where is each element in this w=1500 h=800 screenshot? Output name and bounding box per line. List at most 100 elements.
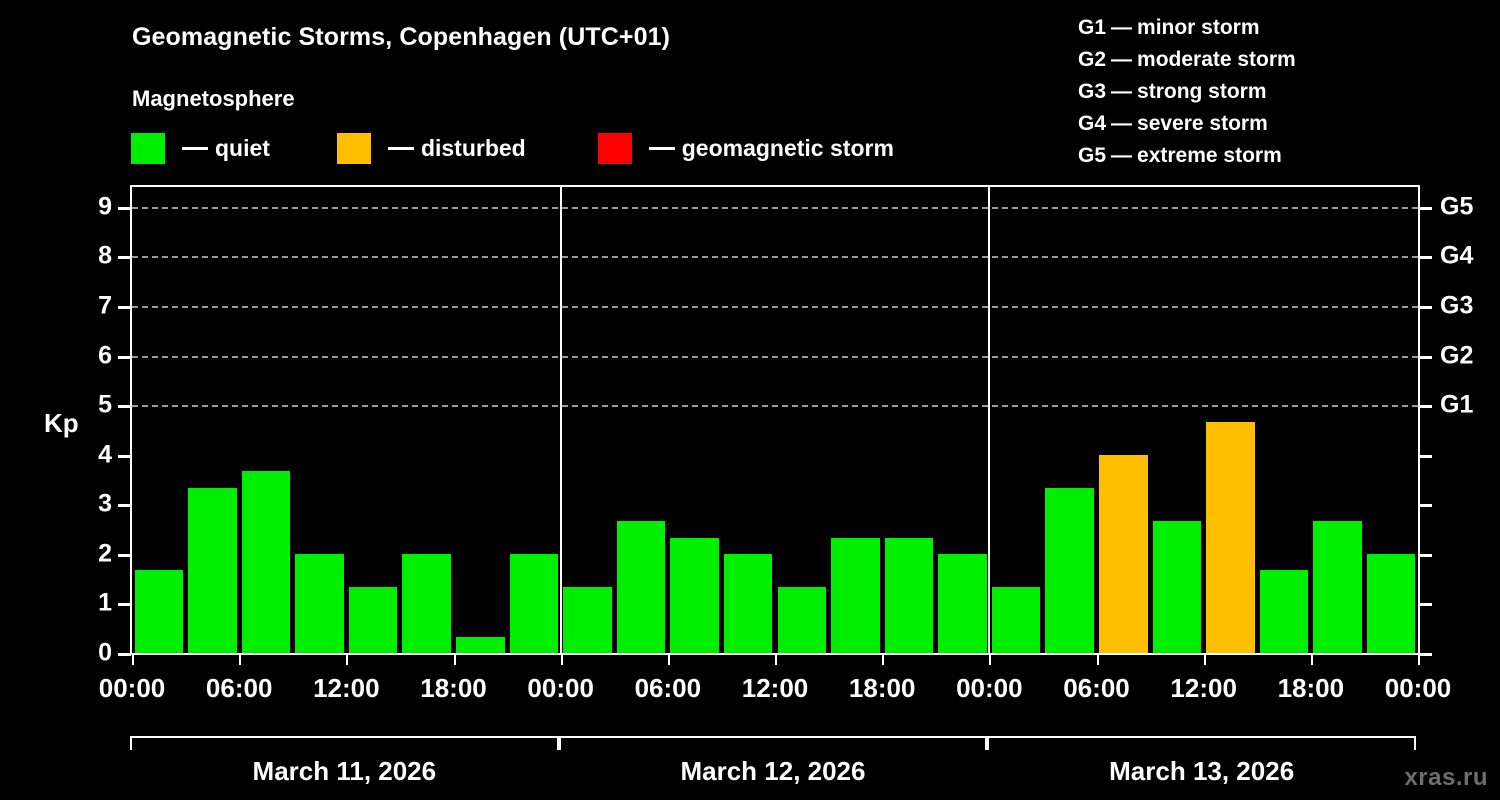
y-tick-right — [1419, 256, 1432, 260]
g-legend-code: G3 — [1078, 80, 1107, 103]
date-bracket — [130, 736, 559, 750]
g-scale-legend: G1— minor storm G2— moderate storm G3— strong… — [1078, 12, 1296, 172]
y-tick-right — [1419, 553, 1432, 557]
x-tick-label: 18:00 — [420, 673, 487, 703]
quiet-swatch — [131, 133, 165, 164]
x-tick — [775, 653, 777, 665]
x-tick — [1096, 653, 1099, 665]
bar — [991, 587, 1041, 653]
legend-label-quiet: quiet — [215, 135, 270, 161]
gridline-kp-6 — [132, 355, 1418, 358]
x-tick-label: 00:00 — [98, 673, 166, 703]
x-tick — [989, 653, 992, 665]
bar — [831, 537, 880, 653]
date-bracket — [558, 736, 988, 750]
watermark: xras.ru — [1404, 764, 1488, 791]
y-tick — [118, 603, 131, 607]
y-tick — [118, 355, 131, 359]
bar — [1259, 570, 1309, 653]
y-tick — [118, 504, 131, 508]
g-scale-label: G5 — [1440, 192, 1474, 221]
gridline-kp-5 — [132, 405, 1418, 408]
bar — [1206, 421, 1255, 653]
x-tick-label: 00:00 — [527, 673, 594, 703]
g-legend-description: extreme storm — [1137, 144, 1282, 167]
x-tick — [667, 653, 670, 665]
y-tick-right — [1419, 603, 1432, 607]
g-legend-code: G1 — [1078, 16, 1107, 39]
g-scale-label: G4 — [1440, 241, 1474, 270]
x-tick-label: 06:00 — [634, 673, 702, 703]
storm-swatch — [597, 133, 632, 164]
g-legend-row-g3: G3— strong storm — [1078, 76, 1296, 108]
bar — [134, 570, 184, 653]
y-tick-right — [1419, 454, 1432, 458]
bar — [670, 537, 719, 653]
y-tick-label: 2 — [98, 539, 112, 568]
y-tick — [118, 653, 131, 656]
y-tick-label: 4 — [98, 440, 112, 469]
g-legend-separator: — — [1111, 16, 1133, 39]
y-tick-label: 6 — [98, 341, 112, 370]
g-scale-label: G2 — [1440, 341, 1474, 370]
x-tick-label: 06:00 — [205, 673, 273, 703]
bar — [402, 553, 451, 653]
y-tick-label: 8 — [98, 241, 112, 270]
plot-area: 0 1 2 3 4 5 6 7 8 9 G1 G2 G3 G4 G5 00:00 06:00 12:00 18:00… — [98, 185, 1473, 703]
gridline-kp-7 — [132, 305, 1418, 308]
day-separator — [559, 187, 562, 653]
y-tick-label: 5 — [98, 390, 112, 419]
legend-dash-icon — [182, 147, 208, 150]
x-tick-label: 12:00 — [741, 673, 809, 703]
date-label: March 13, 2026 — [1109, 756, 1295, 786]
g-legend-separator: — — [1111, 48, 1133, 71]
bar — [938, 553, 987, 653]
bar — [1152, 520, 1202, 653]
bar — [456, 636, 505, 653]
x-tick-label: 06:00 — [1063, 673, 1130, 703]
bar — [884, 537, 934, 653]
y-tick-right — [1419, 206, 1432, 210]
activity-legend: quiet disturbed geomagnetic storm — [131, 133, 894, 164]
chart-subtitle: Magnetosphere — [132, 86, 295, 111]
y-tick-right — [1419, 355, 1432, 359]
x-tick — [882, 653, 885, 665]
g-legend-description: severe storm — [1137, 112, 1268, 135]
legend-label-storm: geomagnetic storm — [681, 135, 894, 161]
x-tick — [132, 653, 134, 665]
g-legend-row-g4: G4— severe storm — [1078, 108, 1296, 140]
g-legend-row-g5: G5— extreme storm — [1078, 140, 1296, 172]
x-tick — [1310, 653, 1313, 665]
day-separator — [988, 187, 991, 653]
x-tick-label: 18:00 — [848, 673, 916, 703]
x-tick — [1418, 653, 1420, 665]
x-tick — [1203, 653, 1206, 665]
bar — [295, 553, 344, 653]
y-tick-label: 7 — [98, 291, 112, 320]
legend-dash-icon — [387, 147, 414, 150]
bar — [509, 553, 559, 653]
x-tick-label: 12:00 — [1170, 673, 1237, 703]
y-tick-label: 0 — [98, 638, 112, 667]
bar — [723, 553, 773, 653]
date-bracket — [987, 736, 1416, 750]
date-label: March 11, 2026 — [252, 756, 437, 786]
legend-label-disturbed: disturbed — [420, 135, 526, 161]
date-label: March 12, 2026 — [680, 756, 866, 786]
g-legend-description: moderate storm — [1137, 48, 1296, 71]
bar — [188, 487, 237, 653]
y-tick-right — [1419, 305, 1432, 309]
x-tick-label: 00:00 — [1384, 673, 1452, 703]
bar — [563, 587, 612, 653]
plot-inner: 0 1 2 3 4 5 6 7 8 9 G1 G2 G3 G4 G5 00:00 06:00 12:00 18:00… — [98, 187, 1473, 703]
y-tick — [118, 405, 131, 409]
legend-entry-storm: geomagnetic storm — [597, 133, 894, 164]
g-scale-label: G3 — [1440, 291, 1474, 320]
y-tick-label: 9 — [98, 192, 112, 221]
legend-entry-disturbed: disturbed — [336, 133, 526, 164]
x-tick — [453, 653, 456, 665]
g-legend-row-g2: G2— moderate storm — [1078, 44, 1296, 76]
bar — [348, 587, 398, 653]
y-tick — [118, 454, 131, 458]
gridline-kp-9 — [132, 206, 1418, 209]
